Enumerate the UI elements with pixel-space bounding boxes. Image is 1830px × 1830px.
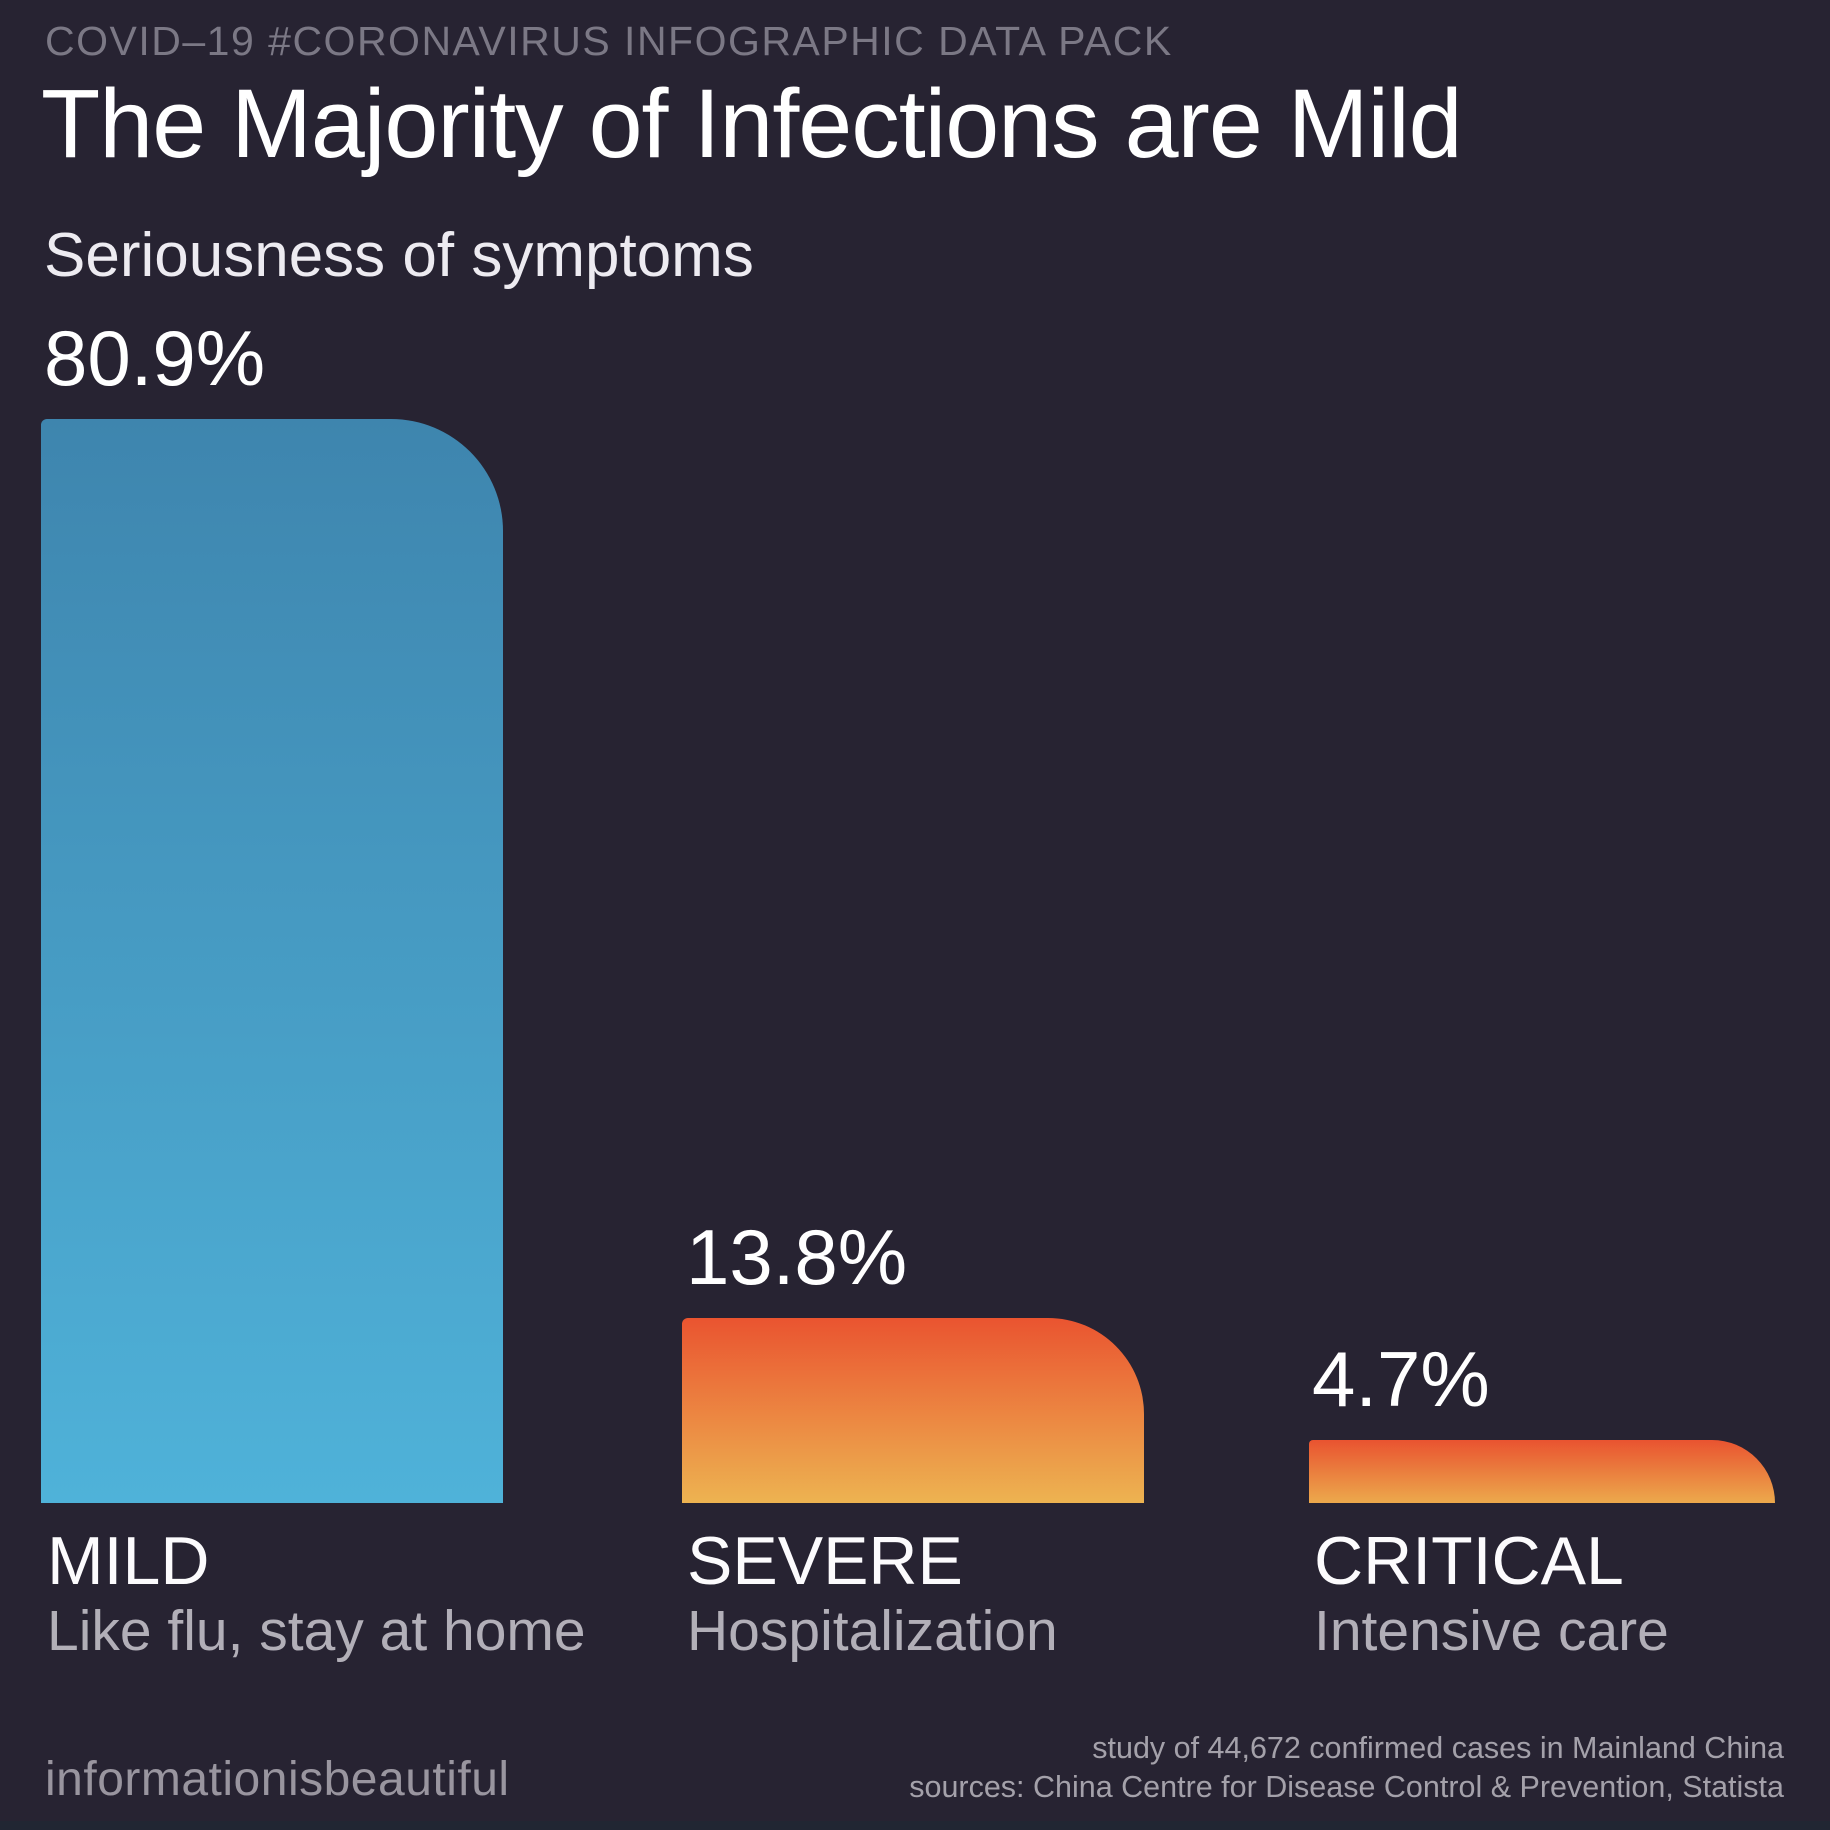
bar-mild bbox=[41, 419, 503, 1503]
bar-severe bbox=[682, 1318, 1144, 1503]
bar-critical bbox=[1309, 1440, 1775, 1503]
category-desc-critical: Intensive care bbox=[1314, 1599, 1669, 1663]
page-title: The Majority of Infections are Mild bbox=[41, 69, 1463, 178]
category-label-critical: CRITICAL bbox=[1314, 1523, 1624, 1599]
source-note-line1: study of 44,672 confirmed cases in Mainl… bbox=[1092, 1731, 1784, 1765]
page-subtitle: Seriousness of symptoms bbox=[44, 221, 754, 290]
kicker-text: COVID–19 #CORONAVIRUS INFOGRAPHIC DATA P… bbox=[45, 18, 1173, 64]
category-desc-mild: Like flu, stay at home bbox=[47, 1599, 586, 1663]
category-desc-severe: Hospitalization bbox=[687, 1599, 1058, 1663]
bottom-edge-strip bbox=[0, 1821, 1830, 1830]
category-label-mild: MILD bbox=[47, 1523, 210, 1599]
value-label-critical: 4.7% bbox=[1312, 1335, 1490, 1423]
source-note-line2: sources: China Centre for Disease Contro… bbox=[909, 1770, 1784, 1804]
value-label-severe: 13.8% bbox=[686, 1213, 908, 1301]
category-label-severe: SEVERE bbox=[687, 1523, 963, 1599]
value-label-mild: 80.9% bbox=[44, 314, 266, 402]
brand-logotype: informationisbeautiful bbox=[45, 1753, 510, 1806]
source-note: study of 44,672 confirmed cases in Mainl… bbox=[909, 1729, 1784, 1807]
